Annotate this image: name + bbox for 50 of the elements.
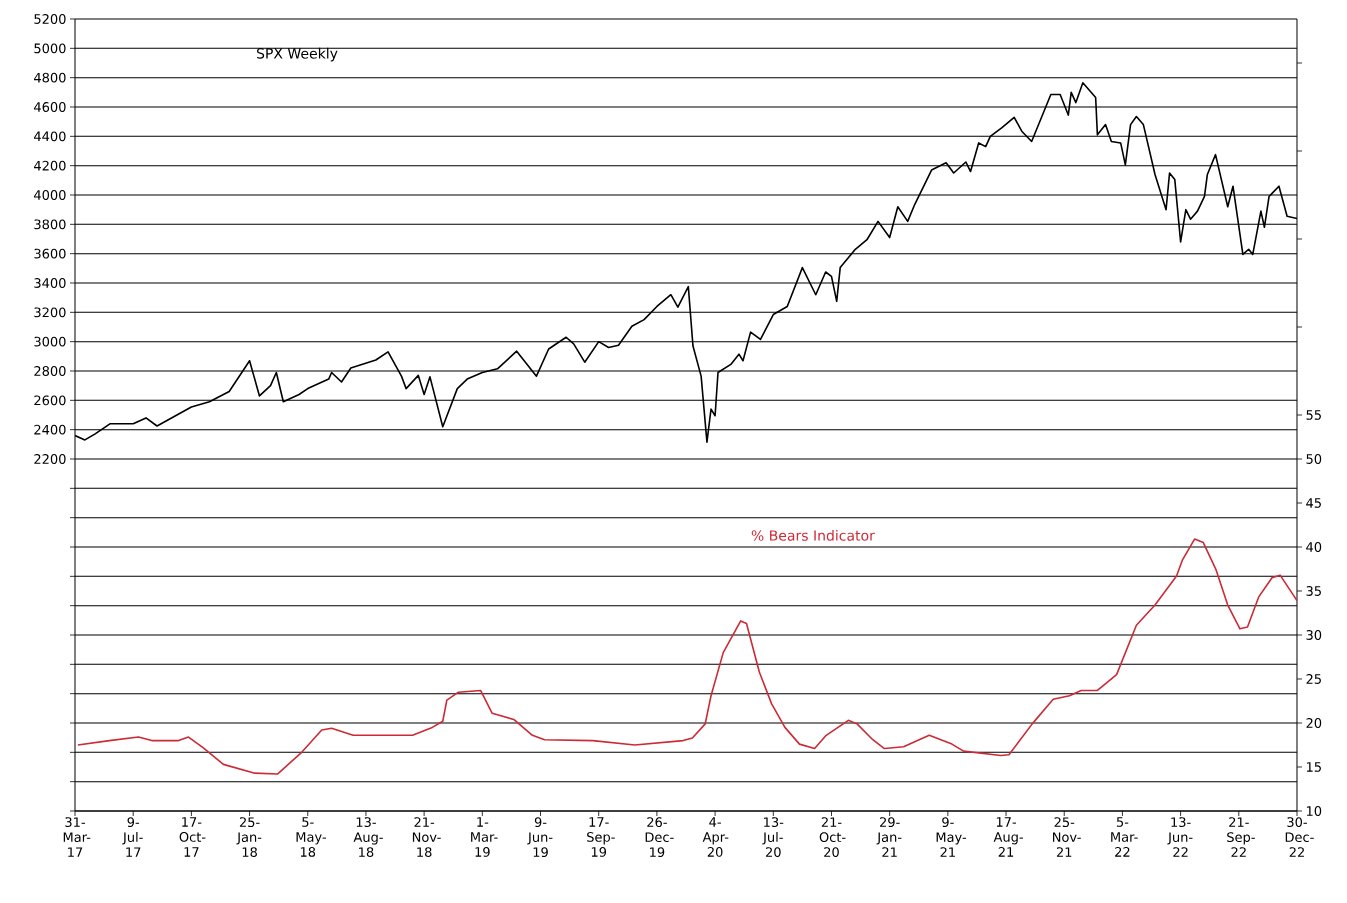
y-tick-label: 5200 <box>34 14 66 24</box>
x-tick-label: 13-Jul-20 <box>762 817 784 858</box>
x-tick-label: 1-Mar-19 <box>471 817 498 857</box>
x-tick-label: 4-Apr-20 <box>702 817 729 857</box>
x-tick-label: 21-Sep-22 <box>1227 817 1255 857</box>
text: % Bears Indicator <box>751 529 875 541</box>
x-tick-label: 29-Jan-21 <box>876 817 902 857</box>
y2-tick-label: 10 <box>1306 806 1322 816</box>
x-tick-label: 5-May-18 <box>296 817 326 857</box>
x-tick-label: 31-Mar-17 <box>63 817 91 857</box>
x-tick-label: 17-Sep-19 <box>587 817 615 857</box>
y-tick-label: 4400 <box>34 131 66 142</box>
y-tick-label: 2800 <box>34 366 66 376</box>
x-tick-label: 17-Aug-21 <box>993 817 1023 857</box>
x-tick-label: 26-Dec-19 <box>645 817 674 858</box>
y-tick-label: 2600 <box>34 395 66 406</box>
x-tick-label: 17-Oct-17 <box>179 817 206 857</box>
y-tick-label: 4600 <box>34 102 66 112</box>
y2-tick-label: 35 <box>1306 586 1321 596</box>
x-tick-label: 13-Aug-18 <box>353 817 383 858</box>
y2-tick-label: 50 <box>1306 454 1322 464</box>
y-tick-label: 5000 <box>34 43 66 54</box>
y-tick-label: 2200 <box>34 454 66 464</box>
y-tick-label: 4200 <box>34 160 66 171</box>
x-tick-label: 30-Dec-22 <box>1285 817 1314 857</box>
y2-tick-label: 20 <box>1306 718 1322 728</box>
x-tick-label: 9-May-21 <box>936 817 967 857</box>
y-tick-label: 3200 <box>34 307 66 318</box>
x-tick-label: 25-Jan-18 <box>236 817 262 858</box>
y-tick-label: 4800 <box>34 72 66 83</box>
y2-tick-label: 25 <box>1306 674 1321 684</box>
y2-tick-label: 15 <box>1306 762 1321 772</box>
x-tick-label: 9-Jun-19 <box>527 817 553 858</box>
y-tick-label: 2400 <box>34 424 66 435</box>
y-tick-label: 3600 <box>34 248 66 259</box>
x-tick-label: 21-Nov-18 <box>412 817 441 858</box>
x-tick-label: 9-Jul-17 <box>122 817 143 857</box>
y2-tick-label: 55 <box>1306 410 1321 420</box>
y-tick-label: 3800 <box>34 219 66 230</box>
x-tick-label: 5-Mar-22 <box>1111 817 1138 857</box>
text: SPX Weekly <box>256 47 338 62</box>
x-tick-label: 21-Oct-20 <box>819 817 846 858</box>
y2-tick-label: 30 <box>1306 630 1322 640</box>
y-tick-label: 3000 <box>34 336 66 347</box>
x-tick-label: 13-Jun-22 <box>1167 817 1193 857</box>
y2-tick-label: 40 <box>1306 542 1322 552</box>
y2-tick-label: 45 <box>1306 498 1321 508</box>
y-tick-label: 3400 <box>34 278 66 288</box>
y-tick-label: 4000 <box>34 190 66 200</box>
x-tick-label: 25-Nov-21 <box>1053 817 1081 857</box>
